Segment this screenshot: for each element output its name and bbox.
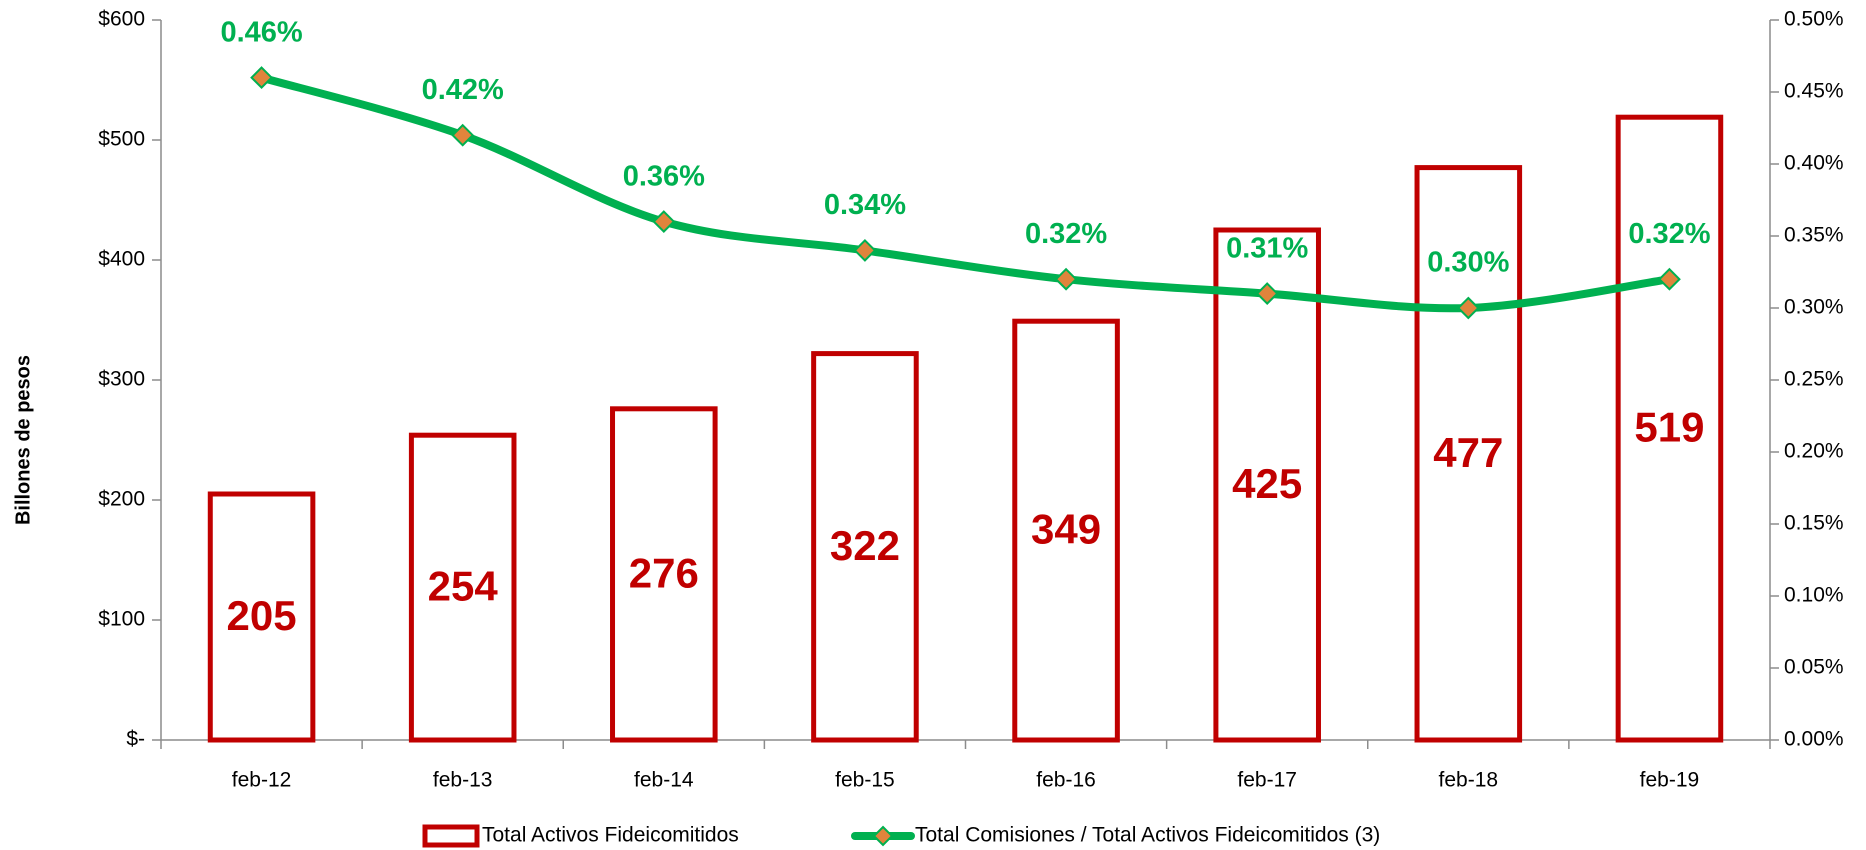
bar-value-label: 322: [830, 522, 900, 569]
y-tick-label: $500: [98, 128, 145, 151]
x-tick-label: feb-16: [1036, 769, 1096, 792]
x-tick-label: feb-19: [1640, 769, 1700, 792]
y2-tick-label: 0.20%: [1784, 440, 1844, 463]
y2-tick-label: 0.15%: [1784, 512, 1844, 535]
bar: [207, 491, 316, 743]
line-value-label: 0.34%: [824, 189, 906, 221]
x-tick-label: feb-13: [433, 769, 493, 792]
x-tick-label: feb-14: [634, 769, 694, 792]
bar: [610, 406, 718, 743]
y-tick-label: $300: [98, 368, 145, 391]
bar-value-label: 254: [428, 563, 499, 610]
line-marker: [652, 210, 676, 234]
y2-tick-label: 0.25%: [1784, 368, 1844, 391]
line-value-label: 0.32%: [1628, 218, 1710, 250]
line-value-label: 0.31%: [1226, 232, 1308, 264]
legend-swatch: [422, 824, 480, 848]
x-tick-label: feb-12: [232, 769, 292, 792]
x-tick-label: feb-18: [1439, 769, 1499, 792]
bar-value-label: 205: [227, 592, 297, 639]
line-marker: [1054, 267, 1078, 291]
y2-tick-label: 0.10%: [1784, 584, 1844, 607]
y2-tick-label: 0.30%: [1784, 296, 1844, 319]
y-tick-label: $200: [98, 488, 145, 511]
line-marker: [250, 66, 273, 90]
y-axis-title: Billones de pesos: [12, 355, 34, 525]
legend-marker: [872, 825, 894, 847]
y-tick-label: $400: [98, 248, 145, 271]
bar: [1414, 165, 1523, 743]
line-value-label: 0.30%: [1427, 247, 1509, 279]
bar: [1213, 227, 1321, 743]
bar-value-label: 349: [1031, 506, 1101, 553]
x-tick-label: feb-17: [1237, 769, 1297, 792]
bar: [811, 351, 919, 743]
y-tick-label: $600: [98, 8, 145, 31]
bar-value-label: 519: [1634, 404, 1704, 451]
line-marker: [1255, 282, 1279, 306]
y2-tick-label: 0.05%: [1784, 656, 1844, 679]
y2-tick-label: 0.45%: [1784, 80, 1844, 103]
legend-label: Total Activos Fideicomitidos: [482, 824, 739, 847]
line-marker: [853, 238, 877, 262]
line-value-label: 0.36%: [623, 160, 705, 192]
bar: [1012, 318, 1120, 743]
bar-value-label: 425: [1232, 460, 1302, 507]
y2-tick-label: 0.35%: [1784, 224, 1844, 247]
bar-value-label: 477: [1433, 429, 1503, 476]
line-value-label: 0.46%: [220, 16, 302, 48]
line-marker: [1456, 296, 1480, 320]
y2-tick-label: 0.50%: [1784, 8, 1844, 31]
y2-tick-label: 0.40%: [1784, 152, 1844, 175]
y-tick-label: $100: [98, 608, 145, 631]
bar-value-label: 276: [629, 549, 699, 596]
bar: [408, 432, 517, 743]
legend-label: Total Comisiones / Total Activos Fideico…: [915, 824, 1380, 847]
line: [257, 73, 1674, 313]
x-tick-label: feb-15: [835, 769, 895, 792]
bar: [1615, 114, 1724, 743]
line-value-label: 0.32%: [1025, 218, 1107, 250]
line-marker: [451, 123, 475, 147]
y-tick-label: $-: [126, 728, 145, 751]
line-value-label: 0.42%: [422, 74, 504, 106]
y2-tick-label: 0.00%: [1784, 728, 1844, 751]
line-marker: [1658, 267, 1681, 291]
